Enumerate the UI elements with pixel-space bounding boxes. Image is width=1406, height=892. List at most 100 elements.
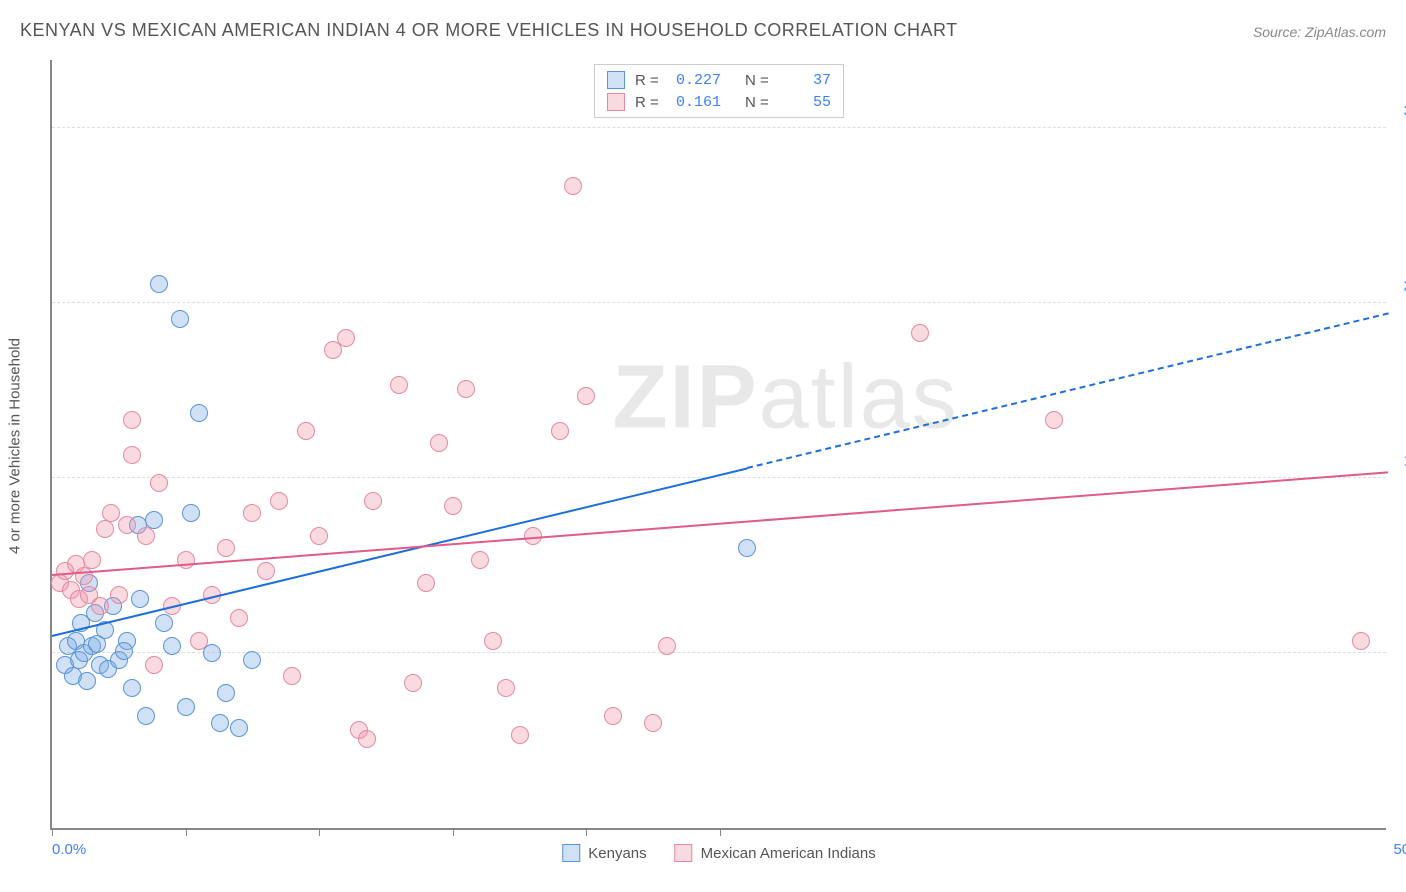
scatter-point [337,329,355,347]
scatter-point [471,551,489,569]
legend-label: Kenyans [588,845,646,862]
gridline [52,477,1386,478]
legend-swatch [607,71,625,89]
scatter-point [118,516,136,534]
chart-plot-area: ZIPatlas R =0.227N =37R =0.161N =55 Keny… [50,60,1386,830]
scatter-point [243,504,261,522]
scatter-point [155,614,173,632]
scatter-point [738,539,756,557]
trend-line [52,471,1388,576]
scatter-point [190,404,208,422]
legend-swatch [607,93,625,111]
scatter-point [150,474,168,492]
scatter-point [150,275,168,293]
scatter-point [417,574,435,592]
x-tick [319,828,320,836]
scatter-point [75,567,93,585]
y-axis-label: 4 or more Vehicles in Household [7,338,24,554]
scatter-point [230,609,248,627]
n-label: N = [745,72,773,89]
scatter-point [1352,632,1370,650]
scatter-point [88,635,106,653]
scatter-point [217,684,235,702]
scatter-point [257,562,275,580]
scatter-point [310,527,328,545]
y-tick-label: 30.0% [1391,103,1406,120]
scatter-point [182,504,200,522]
x-axis-min-label: 0.0% [52,841,86,858]
scatter-point [123,679,141,697]
scatter-point [390,376,408,394]
stat-row: R =0.161N =55 [595,91,843,113]
scatter-point [115,642,133,660]
scatter-point [644,714,662,732]
scatter-point [78,672,96,690]
scatter-point [484,632,502,650]
scatter-point [190,632,208,650]
y-tick-label: 22.5% [1391,278,1406,295]
scatter-point [137,707,155,725]
x-axis-max-label: 50.0% [1393,841,1406,858]
scatter-point [177,698,195,716]
scatter-point [123,411,141,429]
x-tick [453,828,454,836]
scatter-point [1045,411,1063,429]
scatter-point [270,492,288,510]
scatter-point [911,324,929,342]
r-value: 0.227 [673,72,721,89]
scatter-point [551,422,569,440]
scatter-point [658,637,676,655]
scatter-point [131,590,149,608]
scatter-point [83,551,101,569]
scatter-point [577,387,595,405]
scatter-point [163,637,181,655]
scatter-point [364,492,382,510]
scatter-point [102,504,120,522]
r-value: 0.161 [673,94,721,111]
scatter-point [96,520,114,538]
x-tick [720,828,721,836]
x-tick [186,828,187,836]
scatter-point [297,422,315,440]
legend-item: Mexican American Indians [675,844,876,862]
scatter-point [91,597,109,615]
scatter-point [217,539,235,557]
chart-title: KENYAN VS MEXICAN AMERICAN INDIAN 4 OR M… [20,20,958,41]
scatter-point [123,446,141,464]
scatter-point [430,434,448,452]
scatter-point [511,726,529,744]
y-tick-label: 7.5% [1391,628,1406,645]
scatter-point [211,714,229,732]
source-label: Source: ZipAtlas.com [1253,24,1386,40]
correlation-stats-box: R =0.227N =37R =0.161N =55 [594,64,844,118]
n-value: 55 [783,94,831,111]
scatter-point [604,707,622,725]
legend: Kenyans Mexican American Indians [562,844,875,862]
y-tick-label: 15.0% [1391,453,1406,470]
scatter-point [283,667,301,685]
watermark-text: ZIPatlas [613,346,959,449]
legend-label: Mexican American Indians [701,845,876,862]
scatter-point [564,177,582,195]
gridline [52,127,1386,128]
scatter-point [444,497,462,515]
trend-line [52,467,747,636]
scatter-point [145,511,163,529]
legend-swatch [675,844,693,862]
r-label: R = [635,94,663,111]
x-tick [52,828,53,836]
legend-swatch [562,844,580,862]
scatter-point [243,651,261,669]
scatter-point [404,674,422,692]
gridline [52,302,1386,303]
scatter-point [145,656,163,674]
x-tick [586,828,587,836]
scatter-point [110,586,128,604]
scatter-point [358,730,376,748]
scatter-point [137,527,155,545]
scatter-point [230,719,248,737]
legend-item: Kenyans [562,844,646,862]
r-label: R = [635,72,663,89]
n-value: 37 [783,72,831,89]
scatter-point [171,310,189,328]
